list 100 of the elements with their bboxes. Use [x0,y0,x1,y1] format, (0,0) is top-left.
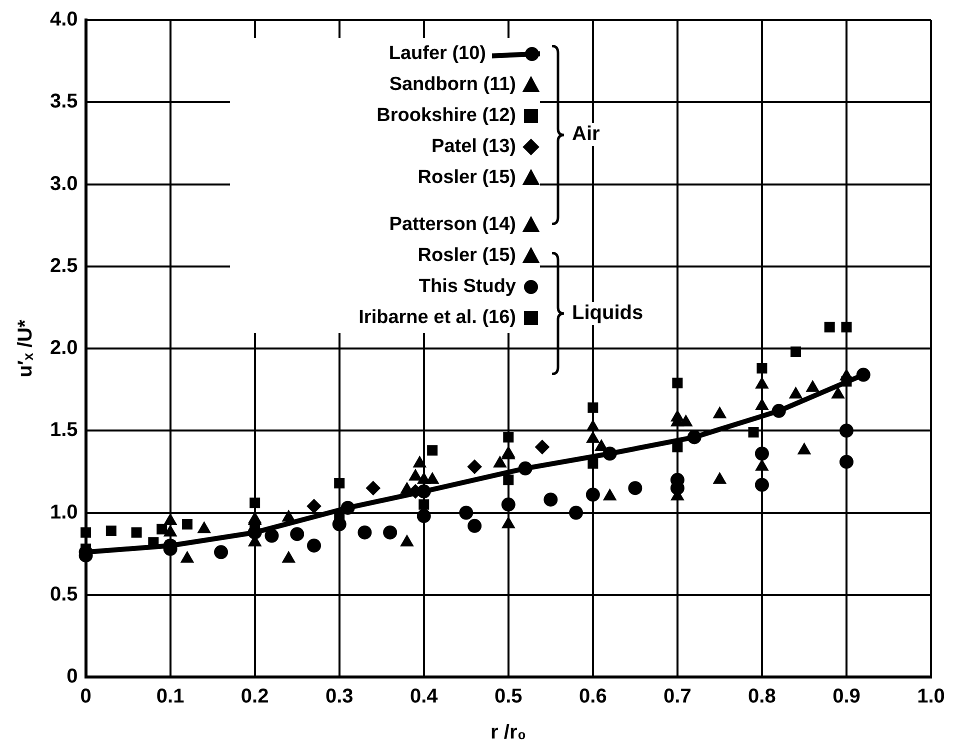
point [358,525,372,540]
point [544,492,558,507]
point [307,538,322,553]
y-tick-label: 3.5 [50,90,78,113]
y-axis-title: u′ₓ /U* [14,319,37,378]
point [459,506,474,520]
point [503,474,514,486]
point [714,407,726,418]
point [502,517,515,528]
legend-label: This Study [418,276,516,298]
legend-label: Iribarne et al. (16) [358,306,516,328]
point [418,499,430,510]
point [841,322,852,332]
point [856,368,870,382]
point [588,458,598,469]
point [832,387,844,398]
point [164,514,177,525]
point [334,478,345,488]
point [503,432,514,442]
point [595,440,608,452]
point [250,498,260,508]
y-tick-label: 0.5 [50,583,78,606]
point [790,387,802,398]
legend-label: Brookshire (12) [376,104,516,126]
legend-label: Sandborn (11) [389,74,516,96]
point [798,443,810,454]
point [182,519,192,530]
point [672,442,683,452]
y-tick-label: 0 [66,666,78,688]
point [756,398,768,410]
point [754,446,769,461]
x-tick-label: 0.3 [325,686,354,708]
point [468,460,482,474]
point [586,488,600,502]
x-tick-label: 0.7 [664,686,692,708]
point [416,509,431,524]
point [569,506,584,520]
y-tick-label: 1.5 [50,419,78,442]
point [264,528,279,543]
point [839,424,854,438]
legend-label: Rosler (15) [418,244,516,266]
point [839,454,854,469]
point [586,432,600,443]
point [754,478,769,492]
point [282,552,295,563]
point [214,545,228,560]
x-tick-label: 0.1 [156,686,184,708]
point [535,440,550,454]
point [494,456,506,468]
point [604,489,616,500]
point [748,427,759,438]
point [340,500,355,515]
y-tick-label: 3.0 [50,172,78,195]
point [772,404,786,418]
point [156,524,168,534]
x-axis-title: r /r₀ [490,722,526,744]
point [672,378,683,388]
point [468,518,482,533]
annotation: Liquids [570,302,646,324]
legend-label: Patterson (14) [389,214,516,236]
point [790,346,802,358]
x-tick-label: 0.4 [410,686,439,708]
point [290,527,304,542]
point [164,525,177,536]
point [131,527,142,538]
point [383,525,398,540]
annotation: Air [570,123,602,146]
point [427,445,438,456]
legend-label: Laufer (10) [388,42,486,64]
point [687,430,702,444]
point [756,378,768,389]
point [806,380,819,392]
y-tick-label: 4.0 [50,8,78,31]
point [426,472,439,484]
point [181,552,194,563]
point [198,522,210,534]
point [400,535,414,546]
point [307,499,322,514]
x-tick-label: 0.6 [579,686,607,708]
point [714,472,726,484]
point [418,472,430,484]
point [518,461,532,476]
point [413,456,426,468]
x-tick-label: 0.5 [494,686,522,708]
y-tick-label: 2.5 [50,254,78,277]
point [282,510,295,522]
y-tick-label: 1.0 [50,501,78,524]
point [588,402,598,413]
x-tick-label: 0.9 [832,686,860,708]
point [628,481,642,496]
x-tick-label: 0.2 [240,686,269,708]
point [756,460,768,471]
legend-label: Rosler (15) [418,166,516,188]
point [366,481,380,496]
point [756,362,768,374]
point [106,526,116,536]
point [840,369,853,380]
point [409,470,422,481]
point [332,517,346,532]
point [824,322,835,332]
